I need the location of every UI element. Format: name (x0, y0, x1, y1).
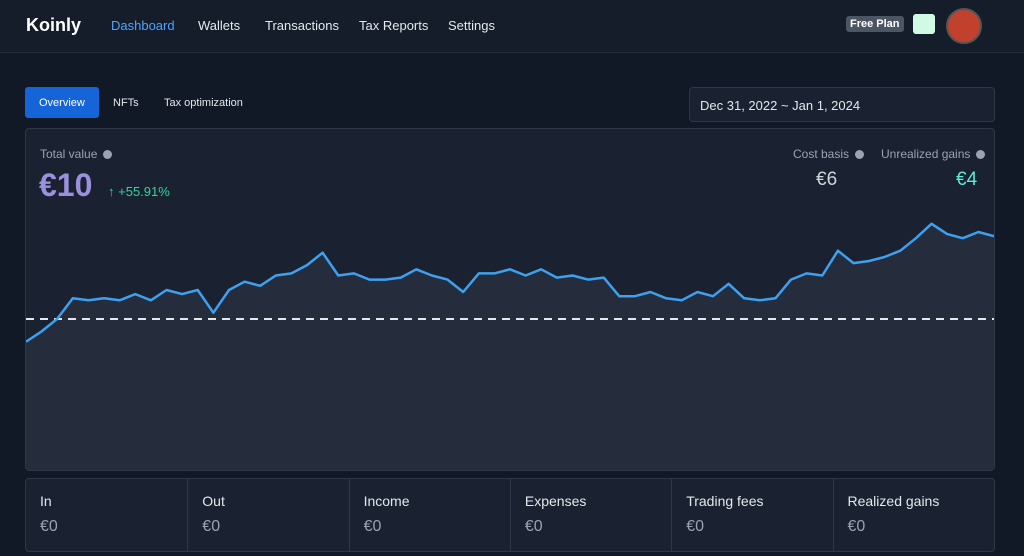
nav-link[interactable]: Wallets (198, 18, 241, 33)
label: Unrealized gains (881, 147, 986, 161)
unrealized-label: Unrealized gains (881, 147, 971, 161)
nav-link[interactable]: Dashboard (111, 18, 175, 33)
stat-label: Out (202, 493, 225, 509)
total-value: €10 (39, 167, 93, 203)
stat: In €0 (26, 479, 187, 551)
nav-link[interactable]: Settings (448, 18, 495, 33)
top-bar: Koinly Dashboard Wallets Transactions Ta… (0, 0, 1024, 53)
change-value: +55.91% (118, 184, 170, 199)
avatar[interactable] (946, 8, 982, 44)
stat: Realized gains €0 (832, 479, 995, 551)
date-range: Dec 31, 2022 ~ Jan 1, 2024 (700, 98, 861, 113)
stat: Out €0 (187, 479, 349, 551)
stat-value: €0 (202, 518, 221, 535)
tab-active[interactable] (25, 87, 99, 118)
nav-link[interactable]: Transactions (265, 18, 339, 33)
date-picker[interactable]: Dec 31, 2022 ~ Jan 1, 2024 (689, 87, 995, 122)
chart (26, 222, 994, 470)
unrealized: €4 (956, 169, 978, 190)
stat-label: In (40, 493, 52, 509)
tab[interactable]: Tax optimization (164, 97, 243, 109)
stat: Income €0 (348, 479, 511, 551)
label: Cost basis (793, 147, 865, 161)
area (26, 223, 994, 470)
stat-value: €0 (363, 518, 382, 535)
cost-basis-label: Cost basis (793, 147, 850, 161)
stat: Expenses €0 (509, 479, 672, 551)
check-icon[interactable] (913, 14, 935, 34)
label: Total value (40, 147, 113, 161)
total-label: Total value (40, 147, 98, 161)
stat-value: €0 (686, 518, 704, 535)
cost-basis: €6 (816, 169, 838, 190)
stat-value: €0 (524, 518, 543, 535)
nav-link[interactable]: Tax Reports (359, 18, 429, 33)
plan-badge[interactable]: Free Plan (846, 16, 904, 32)
stat-label: Income (363, 493, 410, 509)
tab[interactable]: NFTs (113, 97, 139, 109)
line (26, 222, 994, 343)
chart-panel: Total value €10 ↑ +55.91% Cost basis €6 … (25, 128, 995, 471)
stat-value: €0 (40, 518, 58, 535)
stat: Trading fees €0 (671, 479, 833, 551)
stat-value: €0 (847, 518, 866, 535)
stat-label: Expenses (524, 493, 587, 509)
brand[interactable]: Koinly (26, 15, 82, 35)
change: ↑ +55.91% (108, 184, 170, 199)
stat-label: Trading fees (686, 493, 764, 509)
stats-card: In €0 Out €0 Income €0 Expenses €0 Trading fees €… (25, 478, 995, 552)
stat-label: Realized gains (847, 493, 940, 509)
tab[interactable]: Overview (39, 97, 85, 109)
